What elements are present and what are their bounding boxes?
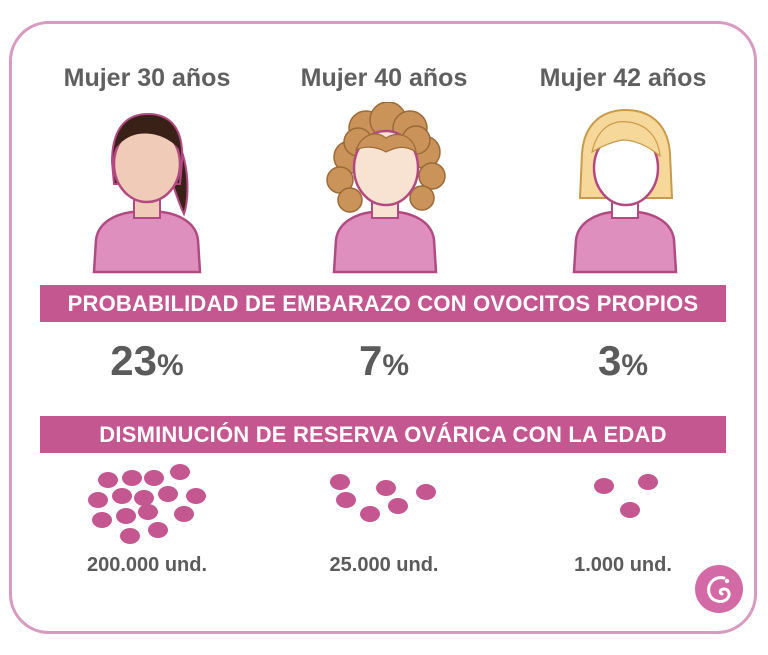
units-woman-42: 1.000 und. <box>574 554 672 576</box>
egg-cell-icon <box>594 474 658 518</box>
egg-cluster-40 <box>330 474 436 522</box>
title-woman-42: Mujer 42 años <box>539 64 707 92</box>
woman-40-icon <box>326 102 446 274</box>
units-woman-30: 200.000 und. <box>86 554 208 576</box>
brand-logo-icon <box>695 565 743 613</box>
units-woman-40: 25.000 und. <box>329 554 439 576</box>
reserve-band: DISMINUCIÓN DE RESERVA OVÁRICA CON LA ED… <box>40 416 726 453</box>
percent-symbol: % <box>157 349 184 382</box>
percent-symbol: % <box>382 349 410 382</box>
egg-cluster-30 <box>88 464 206 544</box>
probability-band: PROBABILIDAD DE EMBARAZO CON OVOCITOS PR… <box>40 285 726 322</box>
percent-symbol: % <box>621 349 649 382</box>
title-woman-40: Mujer 40 años <box>300 64 468 92</box>
egg-cell-icon <box>88 464 206 544</box>
egg-cluster-42 <box>594 474 658 518</box>
percent-woman-30: 23% <box>27 336 267 391</box>
woman-42-icon <box>572 108 678 274</box>
percent-value: 3 <box>597 337 622 384</box>
percent-woman-40: 7% <box>264 336 504 391</box>
percent-value: 23 <box>110 337 158 384</box>
woman-30-icon <box>92 112 202 274</box>
percent-value: 7 <box>358 337 383 384</box>
percent-woman-42: 3% <box>503 336 743 391</box>
title-woman-30: Mujer 30 años <box>63 64 231 92</box>
egg-cell-icon <box>330 474 436 522</box>
